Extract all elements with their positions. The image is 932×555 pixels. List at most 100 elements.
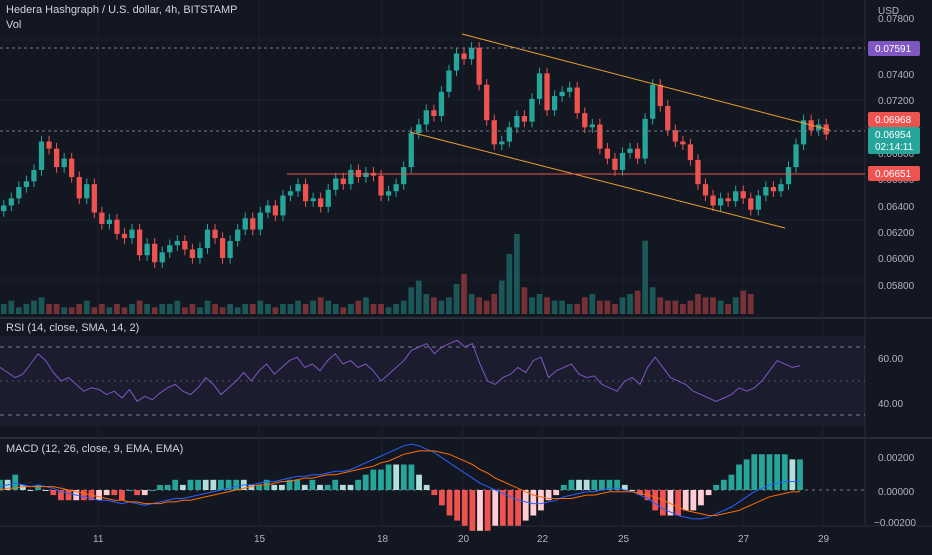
candle-body: [672, 130, 678, 142]
candle-body: [687, 144, 694, 160]
volume-bar: [227, 304, 234, 314]
macd-hist-bar: [35, 484, 41, 490]
volume-bar: [106, 307, 113, 314]
volume-bar: [453, 284, 460, 314]
volume-bar: [740, 290, 747, 314]
candle-body: [680, 141, 686, 145]
time-tick: 27: [738, 534, 750, 545]
candle-body: [318, 198, 324, 207]
candle-body: [544, 73, 550, 111]
macd-hist-bar: [408, 464, 415, 490]
macd-hist-bar: [248, 484, 255, 490]
candle-body: [333, 178, 339, 190]
macd-hist-bar: [309, 479, 316, 490]
macd-hist-bar: [675, 490, 681, 516]
macd-hist-bar: [416, 474, 422, 490]
price-tick: 0.07800: [878, 14, 915, 25]
svg-text:0.07591: 0.07591: [875, 44, 912, 55]
volume-bar: [483, 300, 490, 314]
macd-legend[interactable]: MACD (12, 26, close, 9, EMA, EMA): [6, 443, 184, 455]
macd-hist-bar: [202, 479, 209, 490]
macd-line: [0, 443, 800, 520]
volume-bar: [61, 307, 68, 314]
macd-hist-bar: [713, 484, 720, 490]
candle-body: [416, 124, 422, 134]
macd-hist-bar: [12, 474, 19, 490]
candle-body: [438, 91, 445, 116]
candle-body: [174, 240, 180, 246]
candle-body: [514, 115, 520, 128]
candle-body: [121, 233, 128, 239]
price-tick: 0.06400: [878, 202, 915, 213]
macd-hist-bar: [499, 490, 506, 526]
macd-hist-bar: [736, 464, 742, 490]
candle-body: [189, 249, 196, 259]
candle-body: [461, 53, 467, 60]
candle-body: [23, 181, 30, 187]
candle-body: [793, 144, 799, 168]
volume-bar: [76, 304, 83, 314]
candle-body: [227, 240, 233, 259]
volume-bar: [438, 300, 445, 314]
macd-hist-bar: [385, 464, 392, 490]
chart-title[interactable]: Hedera Hashgraph / U.S. dollar, 4h, BITS…: [6, 4, 238, 16]
volume-bar: [287, 304, 294, 314]
candle-body: [53, 148, 60, 168]
time-tick: 29: [818, 534, 830, 545]
macd-hist-bar: [583, 479, 590, 490]
candle-body: [536, 73, 543, 99]
macd-axis[interactable]: 0.00200 0.00000 −0.00200: [874, 453, 916, 529]
volume-legend[interactable]: Vol: [6, 19, 22, 31]
macd-hist-bar: [781, 454, 788, 490]
macd-hist-bar: [119, 490, 125, 501]
volume-bar: [23, 304, 30, 314]
time-tick: 25: [618, 534, 630, 545]
trend-channel-upper[interactable]: [461, 33, 831, 131]
volume-bar: [114, 304, 120, 314]
time-axis[interactable]: 11 15 18 20 22 25 27 29: [93, 534, 830, 545]
candle-body: [219, 238, 226, 259]
candle-body: [748, 198, 754, 210]
price-tick: 0.06000: [878, 254, 915, 265]
candle-body: [197, 248, 203, 259]
candle-body: [16, 186, 22, 199]
candle-body: [91, 184, 97, 213]
candle-body: [84, 184, 90, 199]
macd-hist-bar: [279, 484, 285, 490]
volume-bar: [159, 304, 166, 314]
volume-bar: [498, 280, 505, 314]
macd-hist-bar: [96, 490, 102, 501]
volume-bar: [446, 297, 452, 314]
rsi-axis[interactable]: 60.00 40.00: [878, 354, 903, 410]
volume-bar: [174, 300, 181, 314]
candle-body: [589, 124, 595, 128]
candle-body: [642, 118, 648, 159]
macd-hist-bar: [111, 490, 118, 496]
volume-bar: [619, 297, 626, 314]
candle-body: [695, 160, 701, 185]
candle-body: [702, 184, 709, 196]
candle-body: [740, 191, 746, 199]
volume-bar: [513, 234, 520, 314]
rsi-legend[interactable]: RSI (14, close, SMA, 14, 2): [6, 322, 140, 334]
volume-bar: [280, 304, 286, 314]
volume-bar: [544, 297, 550, 314]
volume-bar: [657, 297, 664, 314]
macd-hist-bar: [690, 490, 697, 511]
volume-bar: [679, 304, 686, 314]
macd-hist-bar: [195, 479, 201, 490]
volume-bar: [430, 297, 437, 314]
macd-hist-bar: [294, 479, 301, 490]
candle-body: [393, 184, 399, 192]
volume-bar: [91, 307, 98, 314]
volume-bar: [144, 304, 151, 314]
volume-bar: [31, 300, 37, 314]
candle-body: [69, 158, 75, 178]
macd-hist-bar: [324, 484, 331, 490]
rsi-tick: 60.00: [878, 354, 903, 365]
trend-channel-lower[interactable]: [409, 131, 786, 229]
volume-bar: [725, 304, 732, 314]
support-price-badge: 0.06651: [868, 166, 920, 181]
